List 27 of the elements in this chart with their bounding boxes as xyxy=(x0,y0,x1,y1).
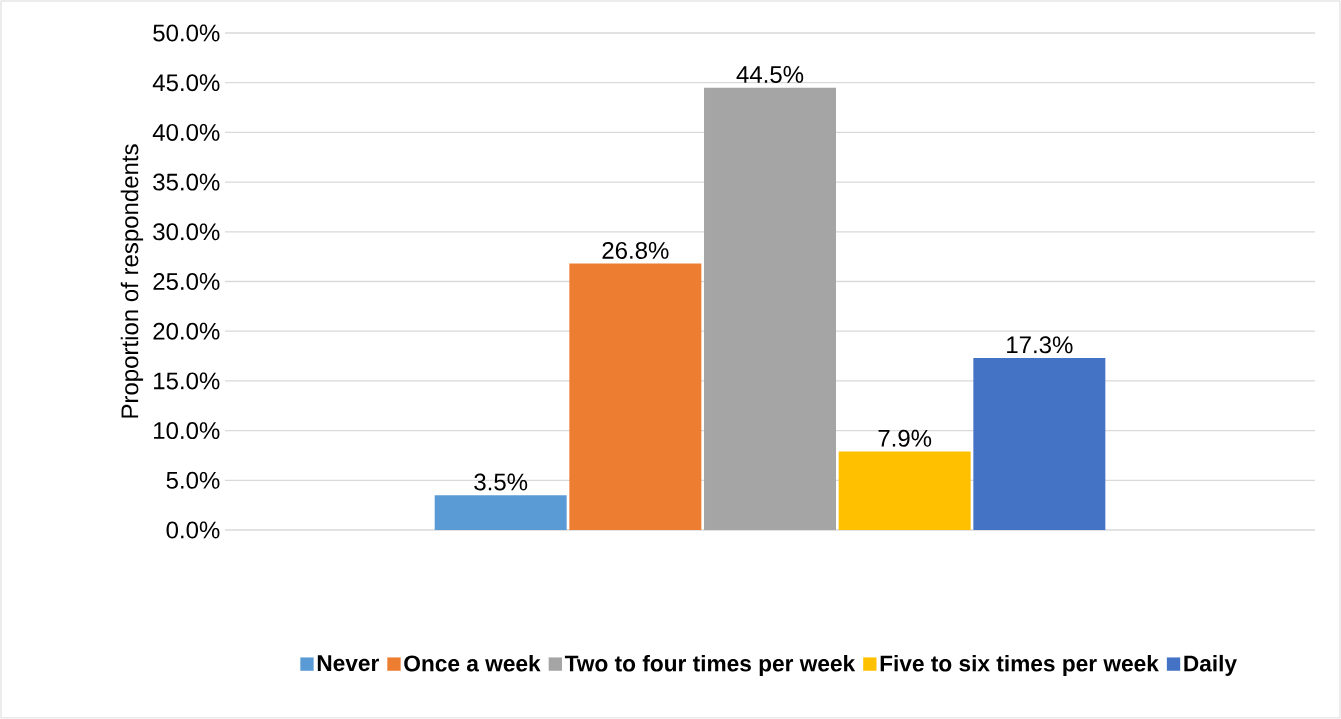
legend-label: Once a week xyxy=(404,654,541,672)
data-label: 26.8% xyxy=(602,241,669,259)
legend-label: Two to four times per week xyxy=(564,654,856,677)
bar xyxy=(569,263,702,530)
data-label: 17.3% xyxy=(1007,336,1073,354)
y-tick-label: 10.0% xyxy=(154,422,220,440)
y-tick-label: 0.0% xyxy=(166,521,220,539)
y-tick-label: 50.0% xyxy=(153,24,220,42)
y-tick-label: 45.0% xyxy=(152,74,220,92)
y-tick-label: 40.0% xyxy=(152,123,220,141)
bar xyxy=(704,87,837,530)
data-label: 3.5% xyxy=(474,473,528,491)
legend-label: Five to six times per week xyxy=(880,654,1159,677)
y-axis-title: Proportion of respondents xyxy=(120,144,144,418)
y-tick-label: 35.0% xyxy=(153,173,220,191)
legend-label: Never xyxy=(317,655,379,672)
y-tick-label: 20.0% xyxy=(153,322,220,340)
bar xyxy=(838,451,971,530)
data-label: 7.9% xyxy=(878,429,932,447)
y-tick-label: 5.0% xyxy=(166,471,220,489)
data-label: 44.5% xyxy=(736,66,804,83)
bar xyxy=(973,358,1106,530)
y-tick-label: 15.0% xyxy=(154,372,220,390)
legend-label: Daily xyxy=(1184,654,1237,677)
y-tick-label: 30.0% xyxy=(153,223,220,241)
y-tick-label: 25.0% xyxy=(153,272,220,290)
bar xyxy=(434,495,567,530)
